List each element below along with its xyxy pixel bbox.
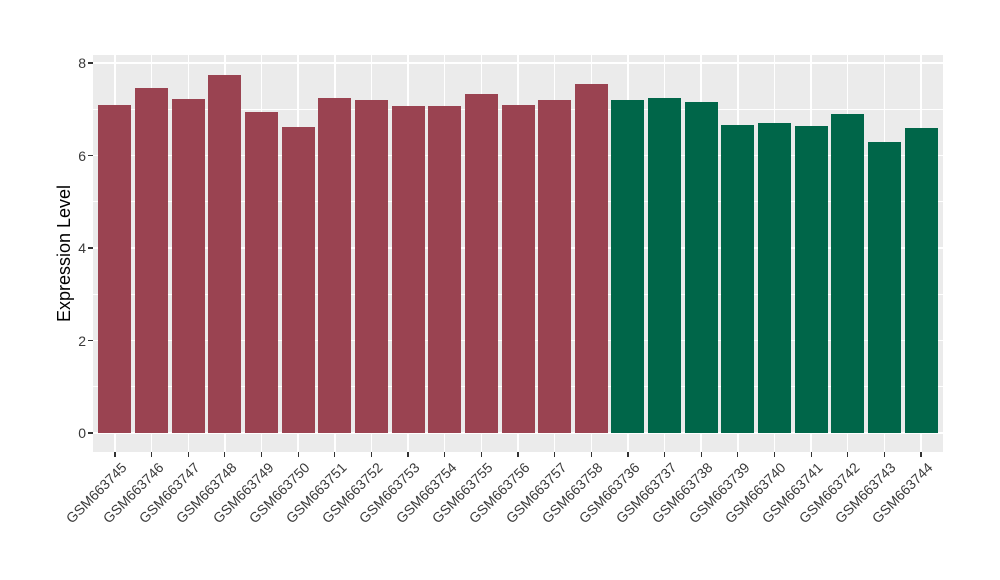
y-tick-label-8: 8 (78, 55, 86, 71)
bar-GSM663748 (208, 75, 242, 433)
x-tick-GSM663747 (187, 452, 189, 457)
bar-GSM663739 (721, 124, 755, 433)
bar-GSM663736 (611, 100, 645, 433)
x-tick-GSM663746 (151, 452, 153, 457)
x-tick-GSM663750 (297, 452, 299, 457)
bar-GSM663742 (831, 114, 865, 433)
x-tick-GSM663738 (700, 452, 702, 457)
y-tick-label-2: 2 (78, 332, 86, 349)
y-tick-6 (88, 154, 93, 157)
y-tick-label-4: 4 (78, 240, 86, 256)
bar-GSM663753 (391, 106, 425, 433)
x-tick-GSM663740 (773, 452, 776, 457)
bar-GSM663752 (354, 100, 388, 433)
bar-GSM663756 (501, 105, 535, 433)
bar-GSM663746 (135, 87, 169, 433)
x-tick-GSM663739 (737, 452, 739, 457)
y-tick-label-6: 6 (78, 147, 86, 164)
x-tick-GSM663744 (920, 452, 922, 457)
x-tick-GSM663743 (883, 452, 885, 457)
bar-GSM663737 (648, 97, 682, 433)
bar-GSM663744 (904, 128, 938, 433)
y-tick-4 (88, 247, 93, 249)
x-tick-GSM663754 (444, 452, 446, 457)
x-tick-GSM663741 (810, 452, 812, 457)
bar-GSM663738 (684, 102, 718, 433)
x-tick-GSM663748 (224, 452, 226, 457)
y-tick-8 (88, 62, 93, 64)
bar-GSM663741 (794, 125, 828, 433)
y-tick-0 (88, 432, 93, 434)
x-tick-GSM663736 (627, 452, 629, 457)
bar-GSM663749 (245, 112, 279, 433)
y-tick-label-0: 0 (78, 425, 86, 441)
x-tick-GSM663758 (590, 452, 592, 457)
x-tick-GSM663742 (847, 452, 849, 457)
x-tick-GSM663753 (407, 452, 409, 457)
x-tick-GSM663745 (114, 452, 116, 457)
plot-panel (93, 55, 943, 452)
x-tick-GSM663756 (517, 452, 519, 457)
y-tick-2 (88, 339, 93, 342)
bar-GSM663755 (464, 93, 498, 433)
bar-GSM663758 (574, 84, 608, 433)
bar-GSM663757 (538, 100, 572, 433)
bar-GSM663751 (318, 98, 352, 433)
bar-GSM663750 (281, 126, 315, 433)
bar-GSM663745 (98, 104, 132, 433)
x-tick-GSM663755 (480, 452, 482, 457)
bar-GSM663743 (867, 141, 901, 433)
x-tick-GSM663757 (554, 452, 556, 457)
bar-GSM663747 (171, 98, 205, 433)
x-tick-GSM663749 (260, 452, 263, 457)
x-tick-GSM663737 (663, 452, 666, 457)
bar-GSM663740 (757, 123, 791, 433)
bar-GSM663754 (428, 106, 462, 433)
x-tick-GSM663752 (370, 452, 373, 457)
x-tick-GSM663751 (334, 452, 336, 457)
